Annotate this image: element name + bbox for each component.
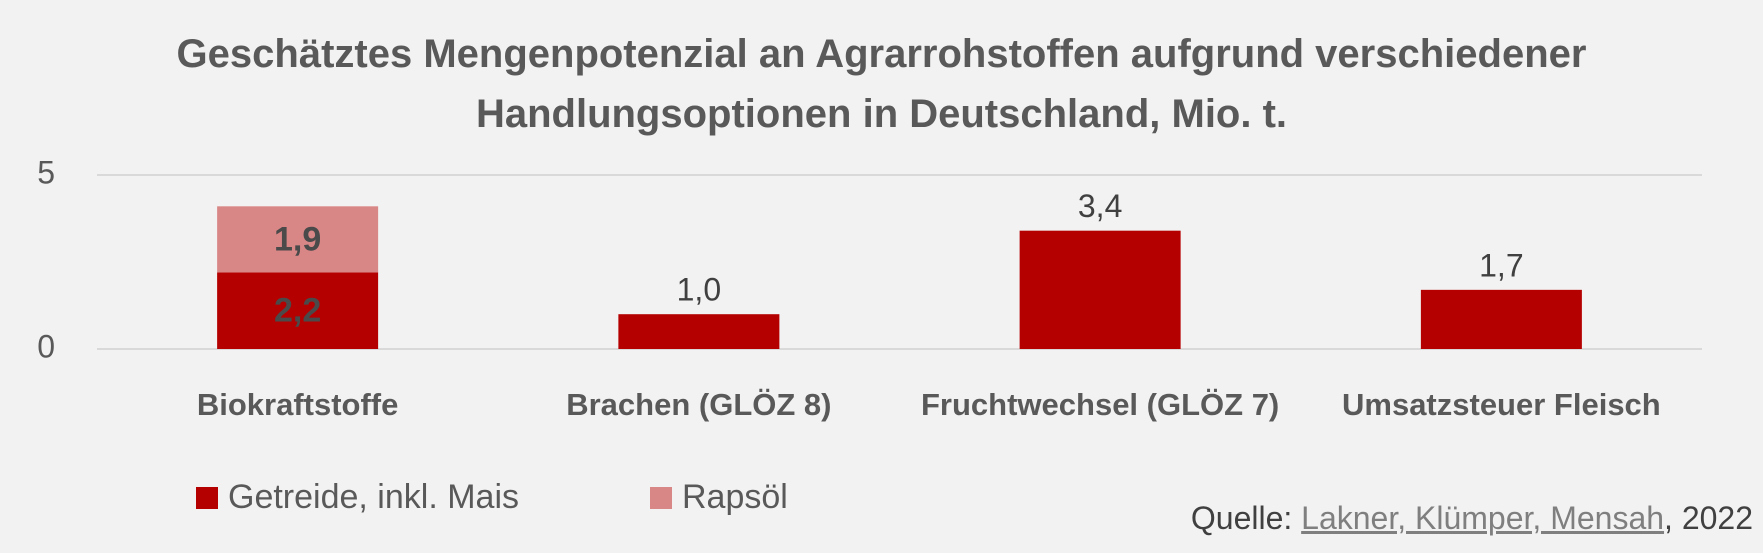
legend-swatch (196, 487, 218, 509)
x-tick-label: Biokraftstoffe (196, 387, 399, 422)
x-tick-label: Fruchtwechsel (GLÖZ 7) (920, 387, 1280, 422)
legend-label: Rapsöl (682, 478, 788, 516)
bar-segment (217, 272, 379, 349)
source: Quelle: Lakner, Klümper, Mensah, 2022 (1191, 500, 1753, 537)
legend-swatch (650, 487, 672, 509)
legend-label: Getreide, inkl. Mais (228, 478, 519, 516)
value-label: 1,9 (274, 220, 321, 258)
chart-title: Geschätztes Mengenpotenzial an Agrarrohs… (176, 32, 1587, 136)
bar-segment (618, 314, 780, 349)
title-box: Geschätztes Mengenpotenzial an Agrarrohs… (0, 24, 1763, 144)
bar-segment (217, 206, 379, 273)
value-label: 3,4 (1078, 188, 1122, 224)
value-label: 1,0 (677, 272, 721, 308)
source-suffix: , 2022 (1664, 500, 1753, 536)
value-label: 2,2 (274, 292, 321, 330)
y-tick-label: 5 (37, 154, 55, 190)
x-tick-label: Brachen (GLÖZ 8) (566, 387, 832, 422)
source-prefix: Quelle: (1190, 500, 1293, 536)
source-link[interactable]: Lakner, Klümper, Mensah (1301, 500, 1665, 536)
y-tick-label: 0 (37, 328, 55, 364)
bar-segment (1019, 230, 1181, 349)
x-tick-label: Umsatzsteuer Fleisch (1342, 387, 1661, 422)
value-label: 1,7 (1479, 247, 1523, 283)
bar-segment (1420, 289, 1582, 349)
